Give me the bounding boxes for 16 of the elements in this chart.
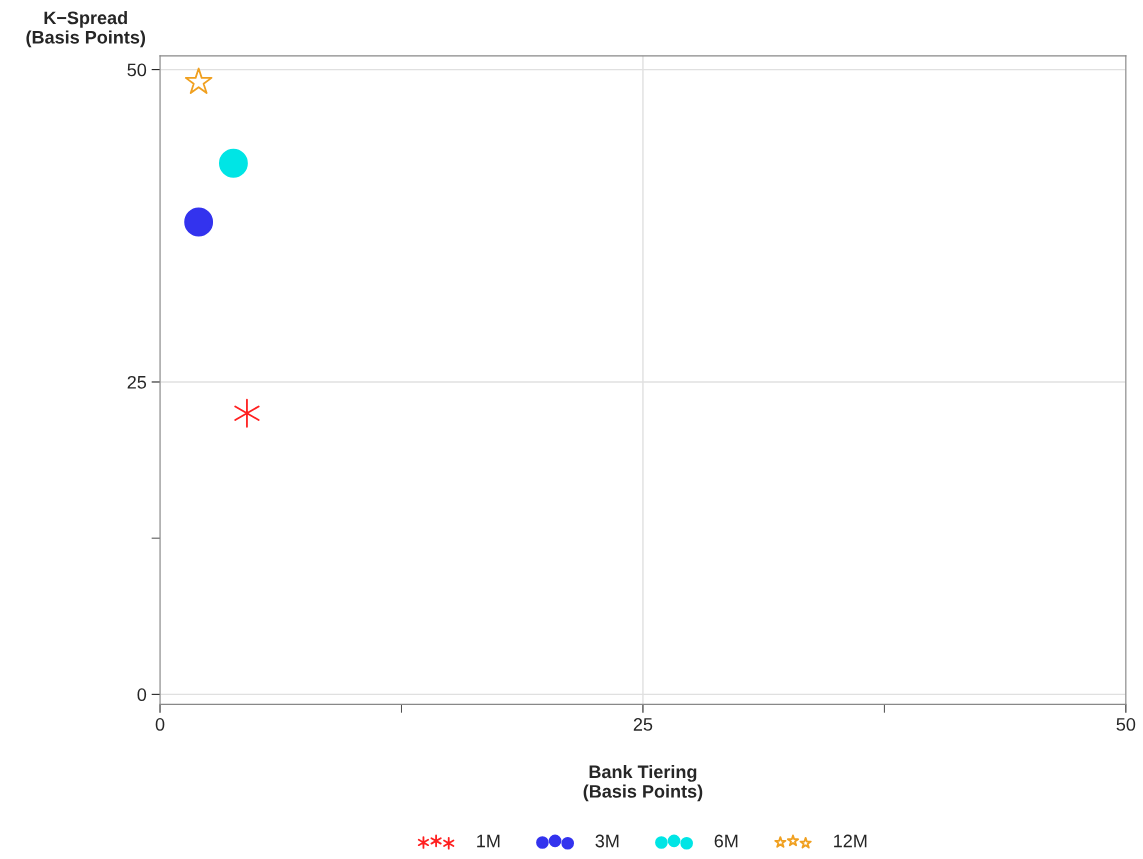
legend-label: 3M	[595, 834, 619, 848]
point	[184, 67, 213, 94]
y-tick-label: 0	[137, 688, 147, 702]
legend-label: 12M	[834, 834, 867, 848]
y-tick-label: 25	[127, 375, 147, 389]
point	[234, 398, 260, 428]
y-axis-title: K−Spread (Basis Points)	[26, 10, 146, 48]
x-tick-label: 0	[155, 718, 165, 731]
x-axis-title: Bank Tiering (Basis Points)	[583, 764, 703, 802]
legend-label: 1M	[477, 834, 500, 848]
y-tick-label: 50	[127, 63, 147, 77]
legend-label: 6M	[714, 834, 738, 848]
point	[218, 148, 248, 178]
point	[184, 207, 214, 237]
x-tick-label: 50	[1116, 718, 1136, 731]
x-tick-label: 25	[633, 718, 653, 731]
